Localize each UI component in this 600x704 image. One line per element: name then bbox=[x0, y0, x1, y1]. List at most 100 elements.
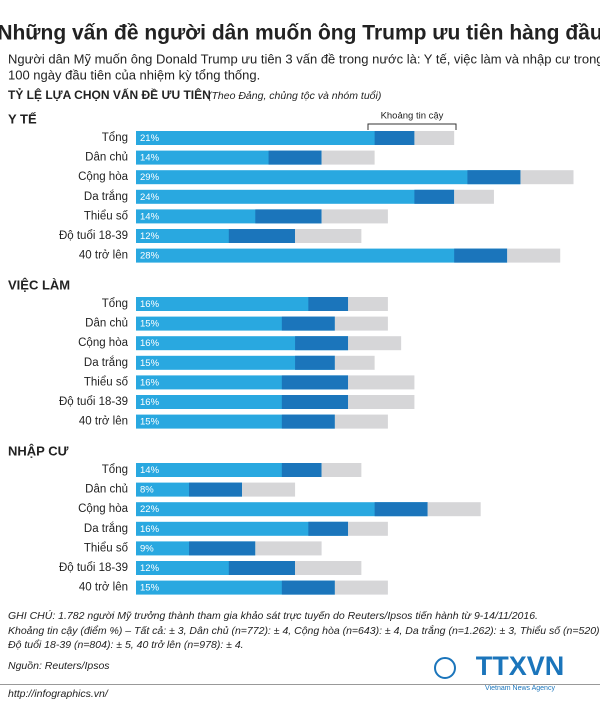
error-high bbox=[321, 463, 362, 477]
category-label: Da trắng bbox=[84, 356, 128, 369]
error-high bbox=[255, 541, 322, 556]
error-low bbox=[255, 209, 322, 224]
category-label: Độ tuổi 18-39 bbox=[59, 562, 128, 574]
value-label: 16% bbox=[140, 524, 160, 535]
error-high bbox=[348, 521, 388, 536]
subtitle: Người dân Mỹ muốn ông Donald Trump ưu ti… bbox=[8, 51, 600, 66]
category-label: Độ tuổi 18-39 bbox=[59, 230, 128, 242]
error-high bbox=[348, 336, 402, 351]
error-low bbox=[281, 414, 335, 429]
error-high bbox=[454, 189, 494, 204]
bar bbox=[136, 189, 455, 204]
bar bbox=[136, 297, 349, 311]
error-high bbox=[348, 297, 388, 311]
category-label: Cộng hòa bbox=[78, 337, 128, 349]
category-label: Thiểu số bbox=[84, 542, 129, 554]
error-low bbox=[228, 229, 296, 243]
category-label: 40 trở lên bbox=[79, 250, 128, 262]
divider bbox=[0, 684, 600, 685]
section-note: (Theo Đảng, chủng tộc và nhóm tuổi) bbox=[208, 90, 381, 102]
error-high bbox=[334, 580, 388, 595]
value-label: 16% bbox=[140, 338, 160, 349]
category-label: Da trắng bbox=[84, 522, 128, 535]
copyright-icon bbox=[434, 657, 456, 679]
category-label: Tổng bbox=[102, 132, 128, 144]
source: Nguồn: Reuters/Ipsos bbox=[8, 660, 110, 672]
category-label: 40 trở lên bbox=[79, 416, 128, 428]
error-high bbox=[321, 150, 375, 165]
logo-sub: Vietnam News Agency bbox=[485, 685, 555, 692]
error-high bbox=[520, 170, 574, 185]
bar bbox=[136, 502, 428, 517]
error-low bbox=[308, 521, 349, 536]
error-low bbox=[281, 395, 349, 409]
bar bbox=[136, 463, 322, 477]
logo: TTXVN bbox=[476, 651, 565, 681]
value-label: 9% bbox=[140, 543, 154, 554]
error-low bbox=[295, 336, 349, 351]
error-low bbox=[281, 580, 335, 595]
bar bbox=[136, 248, 508, 263]
value-label: 16% bbox=[140, 377, 160, 388]
category-label: Dân chủ bbox=[85, 318, 128, 330]
error-high bbox=[242, 482, 296, 497]
value-label: 22% bbox=[140, 504, 160, 515]
category-label: Dân chủ bbox=[85, 152, 128, 164]
error-low bbox=[414, 189, 455, 204]
value-label: 15% bbox=[140, 319, 160, 330]
category-label: Cộng hòa bbox=[78, 503, 128, 515]
value-label: 16% bbox=[140, 397, 160, 408]
value-label: 21% bbox=[140, 133, 160, 144]
error-high bbox=[507, 248, 561, 263]
error-high bbox=[348, 395, 415, 409]
value-label: 16% bbox=[140, 299, 160, 310]
category-label: Tổng bbox=[102, 464, 128, 476]
value-label: 28% bbox=[140, 251, 160, 262]
title: Những vấn đề người dân muốn ông Trump ưu… bbox=[0, 22, 600, 45]
category-label: Dân chủ bbox=[85, 484, 128, 496]
error-low bbox=[189, 541, 256, 556]
error-high bbox=[295, 229, 362, 243]
category-label: Thiểu số bbox=[84, 376, 129, 388]
section-title: TỶ LỆ LỰA CHỌN VẤN ĐỀ ƯU TIÊN bbox=[8, 87, 211, 102]
note: Khoảng tin cậy (điểm %) – Tất cả: ± 3, D… bbox=[8, 624, 600, 637]
error-low bbox=[268, 150, 322, 165]
error-low bbox=[454, 248, 508, 263]
group-title: Y TẾ bbox=[8, 111, 37, 126]
error-high bbox=[427, 502, 481, 517]
url: http://infographics.vn/ bbox=[8, 688, 109, 700]
value-label: 24% bbox=[140, 192, 160, 203]
error-low bbox=[228, 561, 296, 575]
value-label: 12% bbox=[140, 563, 160, 574]
bar bbox=[136, 521, 349, 536]
error-low bbox=[281, 463, 322, 477]
error-low bbox=[374, 502, 428, 517]
error-high bbox=[414, 131, 455, 145]
error-low bbox=[281, 375, 349, 390]
error-low bbox=[281, 316, 335, 331]
error-high bbox=[321, 209, 388, 224]
value-label: 12% bbox=[140, 231, 160, 242]
error-high bbox=[334, 355, 375, 370]
error-high bbox=[334, 414, 388, 429]
note: Độ tuổi 18-39 (n=804): ± 5, 40 trở lên (… bbox=[8, 639, 244, 651]
value-label: 29% bbox=[140, 172, 160, 183]
error-low bbox=[189, 482, 243, 497]
bar bbox=[136, 170, 521, 185]
annotation: Khoảng tin cậy bbox=[381, 111, 444, 122]
value-label: 14% bbox=[140, 465, 160, 476]
bar bbox=[136, 131, 415, 145]
bar bbox=[136, 355, 335, 370]
note: GHI CHÚ: 1.782 người Mỹ trưởng thành tha… bbox=[8, 609, 538, 622]
subtitle: 100 ngày đầu tiên của nhiệm kỳ tổng thốn… bbox=[8, 67, 260, 82]
error-low bbox=[374, 131, 415, 145]
category-label: Cộng hòa bbox=[78, 171, 128, 183]
value-label: 8% bbox=[140, 485, 154, 496]
group-title: NHẬP CƯ bbox=[8, 443, 69, 458]
error-low bbox=[467, 170, 521, 185]
value-label: 14% bbox=[140, 211, 160, 222]
value-label: 14% bbox=[140, 153, 160, 164]
category-label: Tổng bbox=[102, 298, 128, 310]
error-low bbox=[308, 297, 349, 311]
